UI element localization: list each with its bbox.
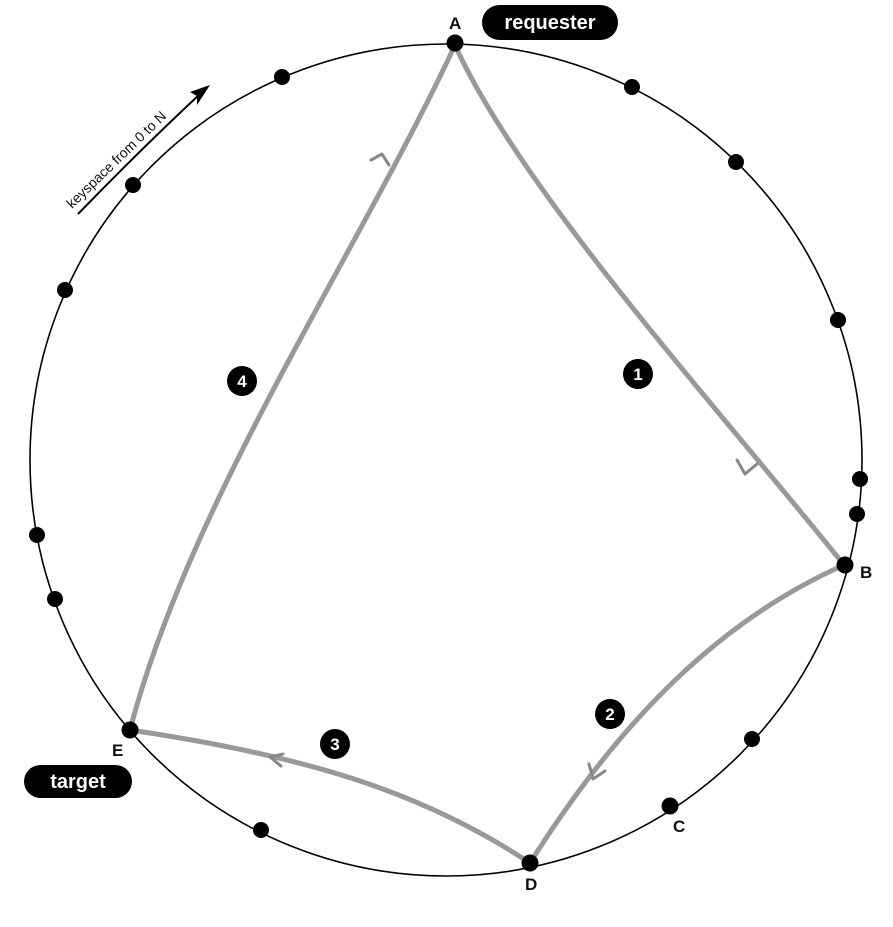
peer-node	[849, 506, 865, 522]
step-marker-1: 1	[623, 359, 653, 389]
peer-node	[744, 731, 760, 747]
peer-node	[57, 282, 73, 298]
peer-node	[830, 312, 846, 328]
target-badge-label: target	[50, 771, 106, 793]
keyspace-ring	[29, 43, 863, 877]
route-3-d-to-e	[127, 727, 533, 866]
route-2-b-to-d	[527, 562, 847, 866]
node-c-label: C	[673, 817, 685, 836]
peer-node	[728, 154, 744, 170]
node-d-label: D	[525, 875, 537, 894]
route-1-arrow-icon	[735, 458, 759, 476]
keyspace-label: keyspace from 0 to N	[63, 108, 169, 211]
route-1-a-to-b	[452, 42, 847, 568]
node-e	[121, 721, 139, 739]
route-4-e-to-a	[127, 42, 458, 733]
step-marker-2-label: 2	[605, 705, 614, 724]
requester-badge-label: requester	[504, 12, 595, 34]
peer-node	[47, 591, 63, 607]
target-badge: target	[24, 765, 132, 798]
peer-nodes	[29, 69, 868, 838]
peer-node	[125, 177, 141, 193]
node-c	[661, 797, 679, 815]
requester-badge: requester	[482, 5, 618, 40]
peer-node	[29, 527, 45, 543]
peer-node	[852, 471, 868, 487]
route-3-arrow-icon	[268, 752, 285, 768]
node-e-label: E	[112, 741, 123, 760]
route-4-arrow-icon	[369, 152, 391, 167]
step-marker-4: 4	[227, 366, 257, 396]
route-paths	[127, 42, 847, 866]
keyspace-arrowhead	[190, 85, 210, 105]
peer-node	[624, 79, 640, 95]
node-b-label: B	[860, 563, 872, 582]
step-marker-3: 3	[320, 729, 350, 759]
peer-node	[274, 69, 290, 85]
keyspace-arrow	[77, 93, 201, 215]
step-marker-1-label: 1	[633, 365, 642, 384]
node-d	[521, 854, 539, 872]
step-marker-2: 2	[595, 699, 625, 729]
node-a	[446, 34, 464, 52]
step-marker-3-label: 3	[330, 735, 339, 754]
peer-node	[253, 822, 269, 838]
step-marker-4-label: 4	[237, 372, 247, 391]
route-2-arrow-icon	[587, 762, 607, 781]
node-a-label: A	[449, 14, 461, 33]
node-b	[836, 556, 854, 574]
